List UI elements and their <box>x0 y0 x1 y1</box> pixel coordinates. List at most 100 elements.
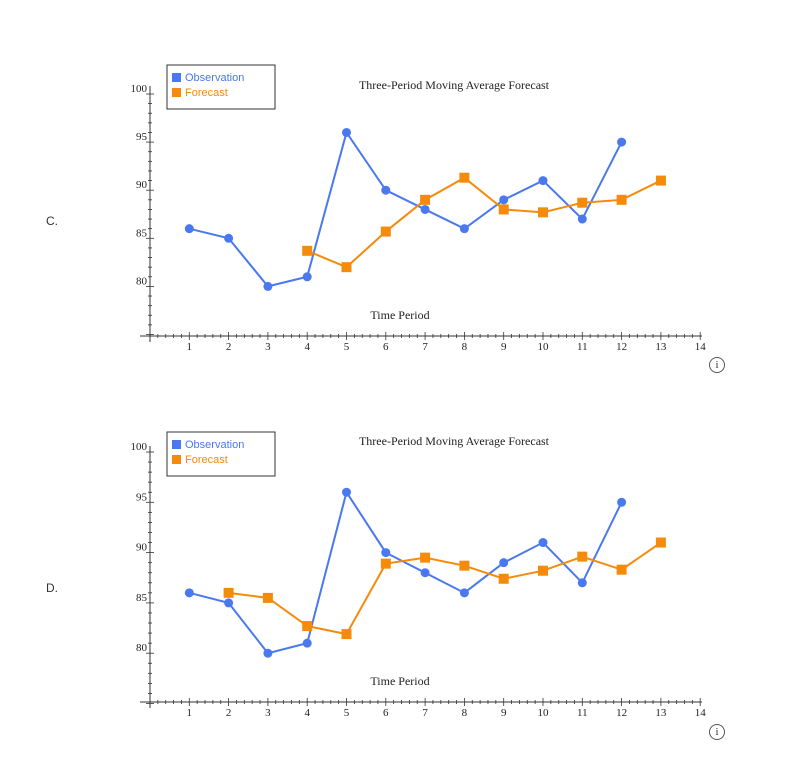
x-tick-label: 6 <box>383 341 389 353</box>
forecast-point <box>655 537 666 548</box>
forecast-point <box>380 558 391 569</box>
x-tick-label: 3 <box>265 341 271 353</box>
x-tick-label: 10 <box>538 707 550 719</box>
observation-legend-label: Observation <box>185 72 244 84</box>
forecast-point <box>538 565 548 576</box>
forecast-point <box>262 592 273 603</box>
observation-point <box>538 176 548 186</box>
observation-point <box>184 588 194 598</box>
observation-point <box>263 281 273 291</box>
x-tick-label: 8 <box>462 707 468 719</box>
forecast-legend-swatch <box>172 88 181 97</box>
legend: Observation Forecast <box>166 431 276 477</box>
option-d-panel: D. 1 2 3 4 5 6 7 8 9 10 11 12 13 14 80 85 90 95 100 Three-P… <box>0 362 812 740</box>
forecast-point <box>655 175 666 186</box>
info-icon[interactable]: i <box>709 357 725 373</box>
observation-point <box>459 588 469 598</box>
y-tick-label: 90 <box>136 179 148 191</box>
y-tick-label: 100 <box>131 83 148 95</box>
observation-legend-swatch <box>172 440 181 449</box>
x-tick-label: 2 <box>226 707 232 719</box>
observation-point <box>420 568 430 578</box>
legend-box <box>166 64 276 110</box>
x-tick-label: 4 <box>304 707 310 719</box>
forecast-point <box>302 621 313 632</box>
observation-point <box>342 127 351 137</box>
x-tick-label: 12 <box>616 707 627 719</box>
observation-point <box>263 648 273 658</box>
forecast-point <box>420 552 431 563</box>
x-axis-label: Time Period <box>370 308 429 322</box>
y-tick-label: 90 <box>136 542 148 554</box>
observation-point <box>184 224 194 234</box>
forecast-point <box>420 194 431 205</box>
legend-box <box>166 431 276 477</box>
forecast-point <box>341 262 352 273</box>
x-tick-label: 1 <box>187 707 193 719</box>
x-tick-label: 5 <box>344 341 350 353</box>
y-tick-label: 85 <box>136 592 148 604</box>
x-tick-label: 8 <box>462 341 468 353</box>
observation-point <box>224 598 234 608</box>
observation-legend-label: Observation <box>185 439 244 451</box>
y-tick-label: 85 <box>136 227 148 239</box>
observation-point <box>617 137 627 147</box>
forecast-point <box>459 560 470 571</box>
x-tick-label: 9 <box>501 707 507 719</box>
x-tick-label: 4 <box>304 341 310 353</box>
x-tick-label: 6 <box>383 707 389 719</box>
x-tick-label: 3 <box>265 707 271 719</box>
x-axis-label: Time Period <box>370 674 429 688</box>
forecast-legend-swatch <box>172 455 181 464</box>
forecast-legend-label: Forecast <box>185 87 228 99</box>
x-tick-label: 5 <box>344 707 350 719</box>
forecast-point <box>302 245 313 256</box>
observation-legend-swatch <box>172 73 181 82</box>
observation-line <box>189 130 623 288</box>
x-tick-label: 13 <box>655 707 667 719</box>
y-tick-label: 80 <box>136 275 148 287</box>
forecast-point <box>459 172 470 183</box>
forecast-legend-label: Forecast <box>185 454 228 466</box>
observation-point <box>381 185 391 195</box>
forecast-point <box>577 551 588 562</box>
x-tick-label: 1 <box>187 341 193 353</box>
option-d-label: D. <box>46 581 58 595</box>
observation-point <box>224 233 234 243</box>
info-icon[interactable]: i <box>709 724 725 740</box>
observation-point <box>499 195 509 205</box>
x-tick-label: 7 <box>422 707 428 719</box>
x-tick-label: 12 <box>616 341 627 353</box>
x-tick-label: 14 <box>695 341 707 353</box>
y-tick-label: 100 <box>131 441 148 453</box>
observation-point <box>342 487 351 497</box>
observation-point <box>302 272 312 282</box>
forecast-point <box>498 204 509 215</box>
forecast-line <box>228 541 662 636</box>
observation-point <box>538 538 548 548</box>
x-tick-label: 7 <box>422 341 428 353</box>
x-tick-label: 14 <box>695 707 707 719</box>
observation-line <box>189 489 623 655</box>
observation-point <box>617 497 627 507</box>
x-tick-label: 13 <box>655 341 667 353</box>
observation-point <box>302 638 312 648</box>
observation-point <box>499 558 509 568</box>
x-tick-label: 11 <box>577 341 588 353</box>
x-tick-label: 10 <box>538 341 550 353</box>
forecast-point <box>616 194 627 205</box>
observation-point <box>577 578 587 588</box>
forecast-point <box>538 207 548 218</box>
option-c-label: C. <box>46 214 58 228</box>
y-tick-label: 95 <box>136 131 148 143</box>
forecast-point <box>341 629 352 640</box>
forecast-point <box>498 573 509 584</box>
x-tick-label: 9 <box>501 341 507 353</box>
y-tick-label: 95 <box>136 491 148 503</box>
forecast-point <box>616 564 627 575</box>
forecast-line <box>306 176 662 269</box>
forecast-point <box>577 197 588 208</box>
x-tick-label: 2 <box>226 341 232 353</box>
